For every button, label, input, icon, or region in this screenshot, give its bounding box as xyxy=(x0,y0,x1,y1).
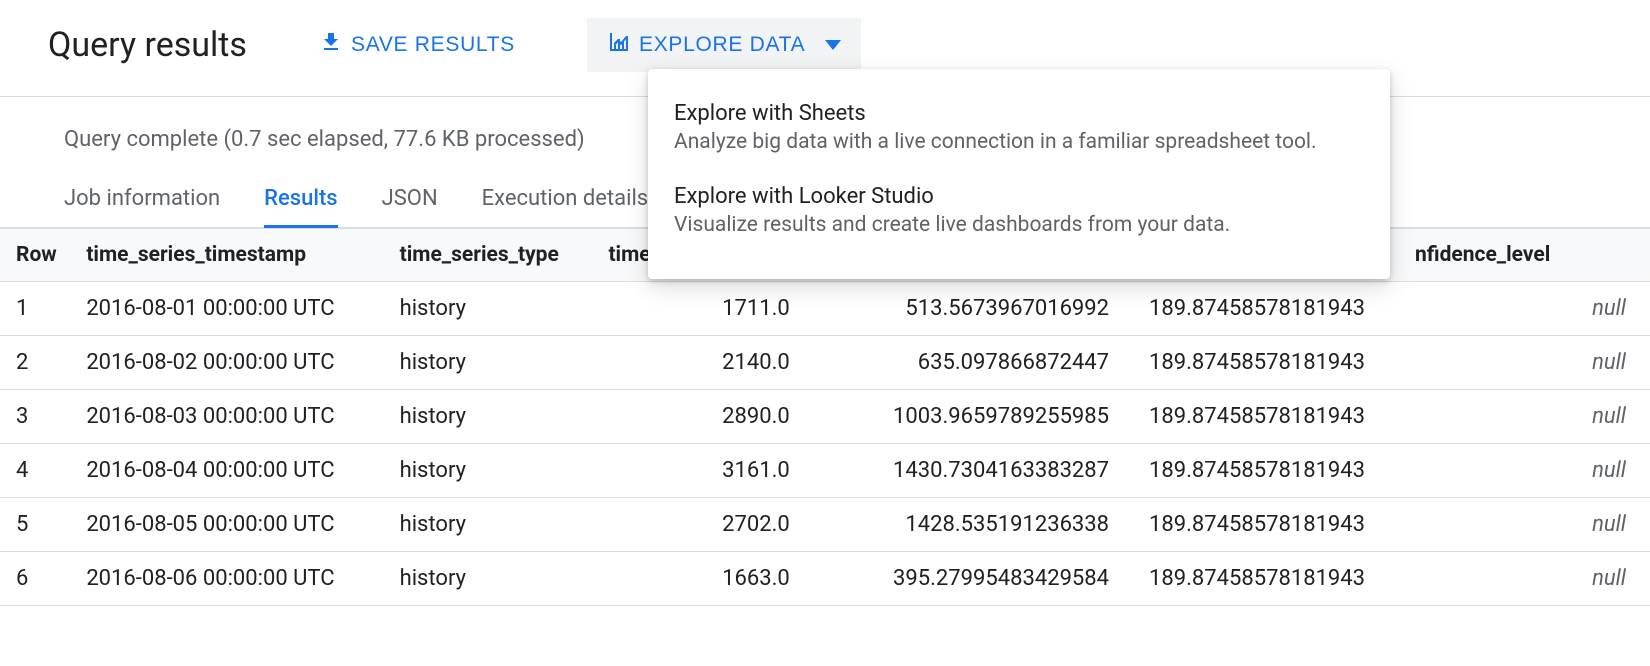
table-cell: 2016-08-04 00:00:00 UTC xyxy=(78,444,391,498)
table-cell: history xyxy=(392,282,601,336)
table-cell: 2016-08-02 00:00:00 UTC xyxy=(78,336,391,390)
table-cell: history xyxy=(392,498,601,552)
tab-json[interactable]: JSON xyxy=(382,176,438,228)
table-row: 62016-08-06 00:00:00 UTChistory1663.0395… xyxy=(0,552,1650,606)
explore-data-dropdown: Explore with Sheets Analyze big data with… xyxy=(648,69,1390,279)
tab-execution-details[interactable]: Execution details xyxy=(482,176,649,228)
table-cell: null xyxy=(1415,498,1650,552)
table-row: 12016-08-01 00:00:00 UTChistory1711.0513… xyxy=(0,282,1650,336)
chevron-down-icon xyxy=(825,40,841,50)
tab-results[interactable]: Results xyxy=(264,176,337,228)
table-cell: 3161.0 xyxy=(600,444,819,498)
table-cell: null xyxy=(1415,336,1650,390)
table-cell: 2016-08-05 00:00:00 UTC xyxy=(78,498,391,552)
table-cell: 6 xyxy=(0,552,78,606)
save-results-label: Save Results xyxy=(351,33,515,57)
table-cell: history xyxy=(392,390,601,444)
explore-data-button[interactable]: Explore Data xyxy=(587,18,861,72)
table-cell: null xyxy=(1415,282,1650,336)
table-cell: 189.87458578181943 xyxy=(1133,390,1415,444)
table-cell: 2 xyxy=(0,336,78,390)
column-header: Row xyxy=(0,229,78,282)
table-cell: 2702.0 xyxy=(600,498,819,552)
download-icon xyxy=(319,30,343,60)
table-cell: 189.87458578181943 xyxy=(1133,552,1415,606)
page-title: Query results xyxy=(48,25,247,65)
column-header: time_series_type xyxy=(392,229,601,282)
dropdown-item[interactable]: Explore with Looker Studio Visualize resu… xyxy=(648,174,1390,257)
tab-job-information[interactable]: Job information xyxy=(64,176,220,228)
save-results-button[interactable]: Save Results xyxy=(299,18,535,72)
table-cell: 2016-08-03 00:00:00 UTC xyxy=(78,390,391,444)
table-cell: 395.27995483429584 xyxy=(820,552,1133,606)
table-cell: 513.5673967016992 xyxy=(820,282,1133,336)
table-cell: 189.87458578181943 xyxy=(1133,282,1415,336)
table-cell: null xyxy=(1415,552,1650,606)
table-cell: 2890.0 xyxy=(600,390,819,444)
table-body: 12016-08-01 00:00:00 UTChistory1711.0513… xyxy=(0,282,1650,606)
dropdown-item-title: Explore with Sheets xyxy=(674,101,1364,126)
table-cell: 189.87458578181943 xyxy=(1133,336,1415,390)
dropdown-item-desc: Analyze big data with a live connection … xyxy=(674,130,1364,154)
table-cell: 5 xyxy=(0,498,78,552)
table-cell: history xyxy=(392,336,601,390)
table-cell: 3 xyxy=(0,390,78,444)
table-cell: null xyxy=(1415,390,1650,444)
table-cell: 189.87458578181943 xyxy=(1133,444,1415,498)
table-cell: history xyxy=(392,552,601,606)
table-row: 22016-08-02 00:00:00 UTChistory2140.0635… xyxy=(0,336,1650,390)
table-row: 32016-08-03 00:00:00 UTChistory2890.0100… xyxy=(0,390,1650,444)
table-cell: 4 xyxy=(0,444,78,498)
dropdown-item-desc: Visualize results and create live dashbo… xyxy=(674,213,1364,237)
table-cell: 189.87458578181943 xyxy=(1133,498,1415,552)
chart-icon xyxy=(607,30,631,60)
table-cell: null xyxy=(1415,444,1650,498)
table-cell: 2140.0 xyxy=(600,336,819,390)
explore-data-label: Explore Data xyxy=(639,33,805,57)
dropdown-item[interactable]: Explore with Sheets Analyze big data with… xyxy=(648,91,1390,174)
table-cell: 1663.0 xyxy=(600,552,819,606)
column-header: nfidence_level xyxy=(1415,229,1650,282)
results-table: Rowtime_series_timestamptime_series_type… xyxy=(0,228,1650,606)
table-cell: 1430.7304163383287 xyxy=(820,444,1133,498)
table-cell: 2016-08-06 00:00:00 UTC xyxy=(78,552,391,606)
table-cell: 1 xyxy=(0,282,78,336)
column-header: time_series_timestamp xyxy=(78,229,391,282)
table-cell: 635.097866872447 xyxy=(820,336,1133,390)
table-cell: 2016-08-01 00:00:00 UTC xyxy=(78,282,391,336)
table-cell: 1003.9659789255985 xyxy=(820,390,1133,444)
table-cell: 1711.0 xyxy=(600,282,819,336)
dropdown-item-title: Explore with Looker Studio xyxy=(674,184,1364,209)
table-row: 42016-08-04 00:00:00 UTChistory3161.0143… xyxy=(0,444,1650,498)
table-cell: history xyxy=(392,444,601,498)
table-row: 52016-08-05 00:00:00 UTChistory2702.0142… xyxy=(0,498,1650,552)
table-cell: 1428.535191236338 xyxy=(820,498,1133,552)
